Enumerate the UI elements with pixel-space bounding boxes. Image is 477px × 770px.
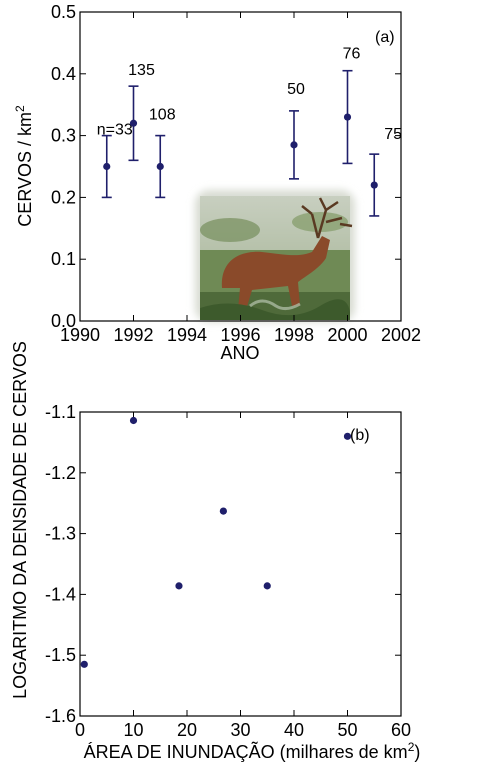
sample-size-label: n=33 [97, 122, 133, 139]
panel-b-tag: (b) [350, 427, 370, 444]
data-point [80, 660, 88, 668]
data-point [156, 162, 164, 171]
y-tick-label: 0.3 [51, 126, 76, 146]
sample-size-label: 135 [128, 62, 155, 79]
y-tick-label: -1.4 [45, 584, 76, 604]
x-tick-label: 1996 [220, 325, 260, 345]
y-tick-label: -1.1 [45, 402, 76, 422]
x-tick-label: 1990 [60, 325, 100, 345]
y-tick-label: -1.6 [45, 706, 76, 726]
x-tick-label: 30 [230, 720, 250, 740]
panel-b-plot-area [79, 411, 402, 717]
y-tick-label: -1.2 [45, 463, 76, 483]
data-point [103, 162, 111, 171]
x-tick-label: 10 [123, 720, 143, 740]
sample-size-label: 75 [384, 126, 402, 143]
data-point [343, 432, 352, 440]
x-tick-label: 0 [75, 720, 85, 740]
y-tick-label: 0.1 [51, 249, 76, 269]
x-tick-label: 20 [177, 720, 197, 740]
panel-a-y-title: CERVOS / km2 [13, 105, 35, 227]
panel-b-x-title: ÁREA DE INUNDAÇÃO (milhares de km2) [84, 740, 421, 762]
y-tick-label: 0.0 [51, 311, 76, 331]
sample-size-label: 76 [343, 46, 361, 63]
x-tick-label: 50 [337, 720, 357, 740]
y-tick-label: -1.5 [45, 645, 76, 665]
x-tick-label: 1992 [113, 325, 153, 345]
x-tick-label: 2002 [381, 325, 421, 345]
x-tick-label: 2000 [327, 325, 367, 345]
x-tick-label: 1994 [167, 325, 207, 345]
data-point [175, 582, 183, 590]
x-tick-label: 60 [391, 720, 411, 740]
data-point [290, 141, 298, 149]
deer-photo [195, 190, 355, 322]
data-point [129, 416, 138, 425]
panel-b-y-title: LOGARITMO DA DENSIDADE DE CERVOS [10, 341, 30, 699]
x-tick-label: 1998 [274, 325, 314, 345]
panel-a-tag: (a) [375, 29, 395, 46]
data-point [129, 119, 138, 127]
data-point [263, 582, 271, 590]
y-tick-label: 0.4 [51, 64, 76, 84]
sample-size-label: 50 [287, 81, 305, 98]
y-tick-label: 0.2 [51, 187, 76, 207]
panel-a-x-title: ANO [220, 343, 259, 363]
data-point [370, 181, 378, 189]
data-point [343, 113, 352, 121]
x-tick-label: 40 [284, 720, 304, 740]
sample-size-label: 108 [149, 107, 176, 124]
y-tick-label: -1.3 [45, 524, 76, 544]
data-point [219, 507, 227, 515]
y-tick-label: 0.5 [51, 2, 76, 22]
